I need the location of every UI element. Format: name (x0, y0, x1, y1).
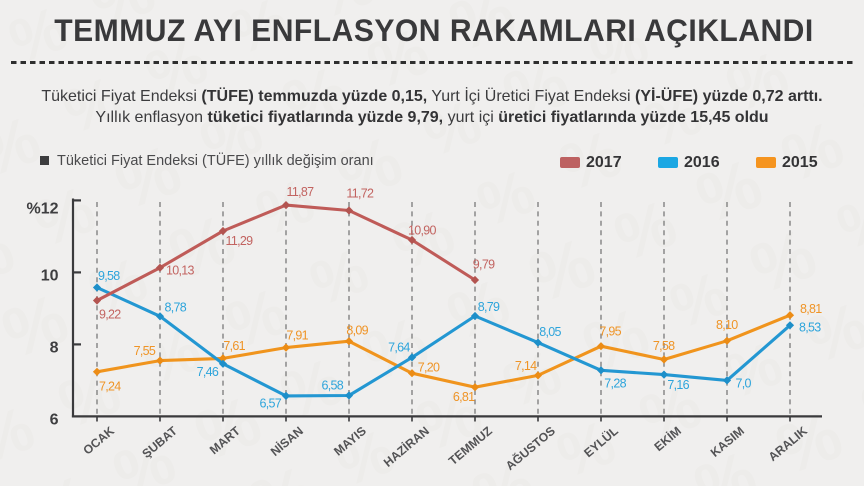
svg-text:8: 8 (50, 340, 59, 357)
svg-text:MART: MART (207, 423, 243, 457)
svg-text:EKİM: EKİM (651, 423, 684, 454)
svg-text:7,16: 7,16 (667, 378, 689, 392)
svg-text:ŞUBAT: ŞUBAT (139, 423, 180, 460)
svg-text:7,28: 7,28 (604, 376, 626, 390)
svg-text:11,29: 11,29 (226, 234, 254, 248)
svg-text:KASIM: KASIM (708, 424, 747, 460)
svg-text:7,91: 7,91 (286, 328, 308, 342)
svg-text:10,13: 10,13 (166, 264, 195, 278)
svg-text:8,09: 8,09 (346, 324, 368, 338)
svg-text:TEMMUZ: TEMMUZ (446, 423, 495, 468)
svg-text:EYLÜL: EYLÜL (581, 423, 622, 461)
svg-text:8,10: 8,10 (716, 318, 738, 332)
svg-text:7,46: 7,46 (197, 365, 219, 379)
svg-text:7,58: 7,58 (653, 339, 675, 353)
svg-text:8,05: 8,05 (539, 325, 561, 339)
svg-text:8,53: 8,53 (799, 321, 821, 335)
svg-text:6,57: 6,57 (259, 397, 281, 411)
svg-text:9,22: 9,22 (99, 308, 121, 322)
svg-text:6,81: 6,81 (453, 390, 475, 404)
svg-text:NİSAN: NİSAN (267, 423, 306, 459)
svg-text:MAYIS: MAYIS (331, 424, 369, 459)
svg-text:11,72: 11,72 (346, 187, 374, 201)
svg-text:9,79: 9,79 (473, 258, 495, 272)
svg-text:9,58: 9,58 (98, 269, 120, 283)
svg-text:8,81: 8,81 (800, 302, 822, 316)
svg-text:11,87: 11,87 (287, 185, 315, 199)
svg-text:7,61: 7,61 (223, 339, 245, 353)
svg-text:8,79: 8,79 (478, 300, 500, 314)
svg-text:7,0: 7,0 (736, 376, 752, 390)
svg-text:%12: %12 (26, 201, 58, 218)
svg-text:7,24: 7,24 (99, 380, 121, 394)
svg-text:AĞUSTOS: AĞUSTOS (502, 423, 558, 473)
svg-text:OCAK: OCAK (80, 424, 117, 458)
svg-text:6,58: 6,58 (321, 379, 343, 393)
svg-text:10,90: 10,90 (408, 224, 437, 238)
svg-text:7,55: 7,55 (134, 344, 156, 358)
svg-text:7,95: 7,95 (599, 325, 621, 339)
svg-text:ARALIK: ARALIK (766, 424, 810, 464)
svg-text:6: 6 (50, 412, 59, 429)
svg-text:7,20: 7,20 (418, 361, 440, 375)
svg-text:8,78: 8,78 (165, 300, 187, 314)
svg-text:10: 10 (41, 268, 59, 285)
svg-text:7,14: 7,14 (515, 359, 537, 373)
svg-text:7,64: 7,64 (388, 341, 410, 355)
svg-text:HAZİRAN: HAZİRAN (380, 423, 432, 470)
